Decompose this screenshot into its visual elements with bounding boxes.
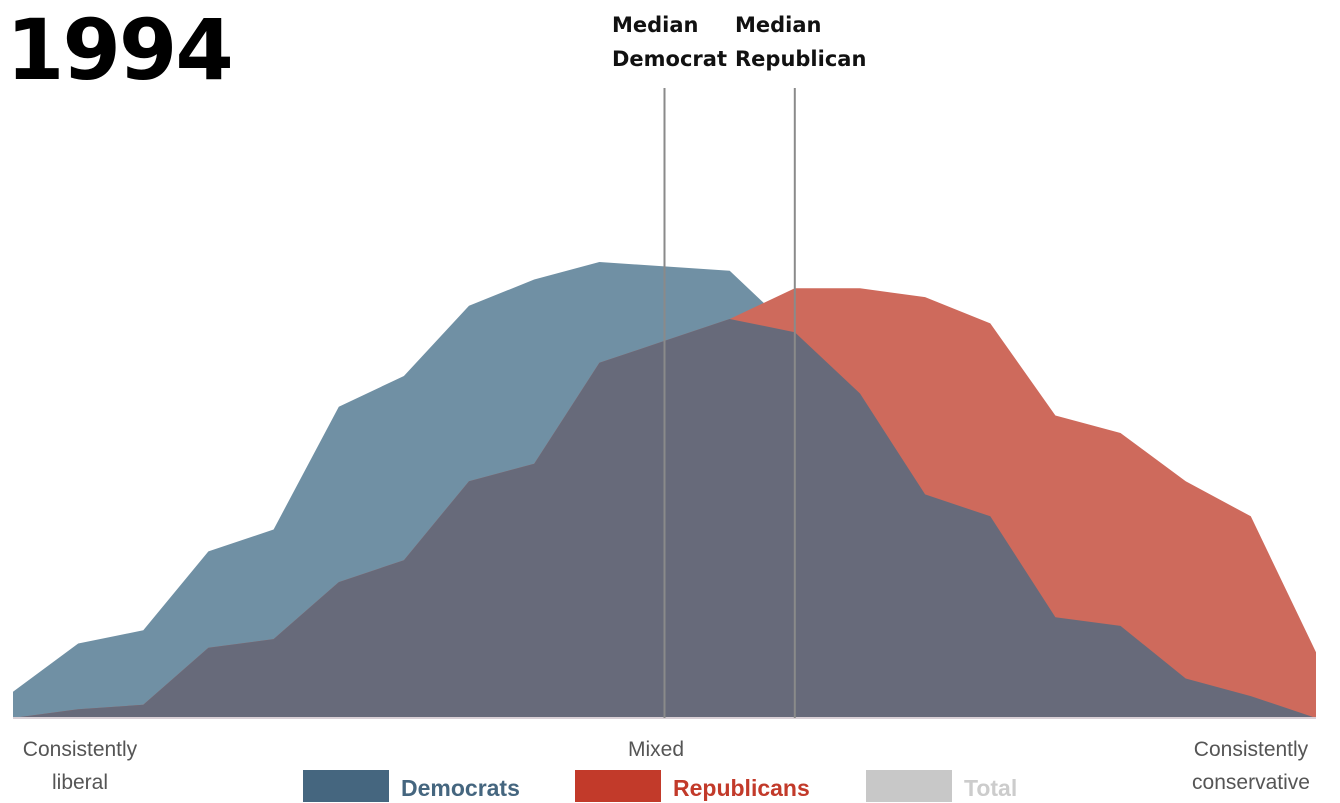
median-democrat-label-line1: Median [612,13,699,37]
legend-label-total: Total [964,775,1018,801]
axis-label-liberal-line2: liberal [51,771,109,794]
legend-label-republicans: Republicans [673,775,810,801]
median-democrat-label: Median Democrat [612,8,727,76]
axis-label-liberal-line1: Consistently [22,738,138,761]
axis-label-conservative: Consistently conservative [1170,733,1332,799]
axis-label-mixed: Mixed [628,738,685,761]
year-title: 1994 [6,1,234,99]
axis-label-liberal: Consistently liberal [10,733,150,799]
legend-label-democrats: Democrats [401,775,520,801]
legend-swatch-democrats [303,770,389,802]
legend-swatch-total [866,770,952,802]
legend-swatch-republicans [575,770,661,802]
axis-label-conservative-line1: Consistently [1193,738,1309,761]
axis-label-conservative-line2: conservative [1192,771,1310,794]
median-republican-label-line1: Median [735,13,822,37]
median-republican-label-line2: Republican [735,47,867,71]
median-democrat-label-line2: Democrat [612,47,727,71]
median-republican-label: Median Republican [735,8,866,76]
